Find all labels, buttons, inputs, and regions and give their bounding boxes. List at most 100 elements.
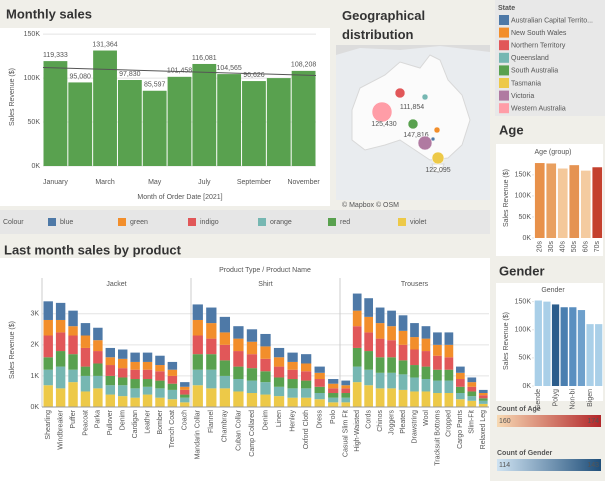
bar-segment [105, 375, 116, 386]
bar-segment [300, 363, 312, 372]
x-tick-label: 50s [571, 241, 578, 253]
bar-segment [93, 351, 103, 364]
bar-segment [287, 397, 298, 407]
value-label: 116,081 [192, 55, 217, 62]
bar-segment [328, 402, 339, 407]
bar-segment [105, 347, 116, 358]
bar-segment [192, 369, 203, 386]
bar-segment [328, 388, 339, 394]
bar-segment [192, 335, 203, 355]
bar-segment [444, 357, 454, 370]
bar-segment [273, 347, 285, 358]
y-tick-label: 50K [519, 355, 532, 362]
x-tick-label: Cords [365, 410, 372, 429]
bar-segment [130, 397, 140, 407]
bar-segment [117, 358, 128, 369]
bar [546, 163, 557, 238]
bar-segment [167, 383, 178, 390]
bar [534, 163, 545, 238]
bar-segment [55, 351, 66, 367]
bar-segment [167, 399, 178, 407]
bar-segment [300, 380, 312, 389]
bar-segment [387, 372, 396, 389]
bar-segment [444, 344, 454, 358]
legend-label: South Australia [511, 68, 558, 75]
bar-segment [467, 386, 477, 392]
legend-max: 143 [587, 462, 599, 469]
bar-segment [206, 338, 217, 355]
bar [592, 167, 603, 238]
bar-segment [433, 393, 442, 407]
bar [580, 170, 591, 238]
legend-swatch [499, 78, 509, 88]
bar-segment [433, 344, 442, 356]
x-tick-label: Leather [144, 409, 151, 433]
legend-title: Count of Age [497, 406, 541, 413]
bar-segment [364, 316, 374, 333]
legend-swatch [499, 27, 509, 38]
bar-segment [467, 377, 477, 383]
legend-max: 174 [587, 418, 599, 425]
bar-segment [455, 379, 465, 387]
bar-segment [410, 391, 419, 407]
x-tick-label: Denim [120, 410, 127, 430]
bar-segment [421, 379, 431, 392]
bar-segment [155, 397, 165, 407]
bar-segment [375, 338, 385, 358]
bar-segment [375, 357, 385, 373]
value-label: 95,080 [70, 73, 92, 80]
x-tick-label: 20s [537, 241, 544, 253]
map-value-label: 122,095 [425, 167, 450, 174]
bar-segment [352, 293, 362, 311]
map-bubble [433, 126, 441, 134]
bar-segment [410, 365, 419, 378]
bar-segment [260, 358, 271, 372]
x-tick-label: Relaxed Leg [480, 410, 487, 449]
bar-segment [455, 366, 465, 373]
bar-segment [233, 338, 244, 352]
bar-segment [410, 337, 419, 350]
bar-segment [433, 332, 442, 345]
bar-segment [155, 380, 165, 389]
y-tick-label: 50K [28, 119, 41, 126]
bar-segment [478, 403, 488, 407]
x-tick-label: High-Waisted [354, 410, 361, 452]
x-tick-label: Peacoat [82, 410, 89, 436]
bar-segment [155, 365, 165, 372]
y-tick-label: 150K [515, 298, 532, 305]
bar-segment [246, 329, 258, 342]
bar-segment [287, 352, 298, 362]
x-tick-label: Flannel [208, 410, 215, 433]
x-tick-label: Camp Collared [249, 410, 256, 457]
bar-segment [117, 368, 128, 378]
bar-segment [273, 386, 285, 397]
bar-segment [444, 393, 454, 407]
chart-subtitle: Gender [541, 287, 565, 294]
legend-swatch [499, 52, 509, 63]
bar [117, 80, 142, 166]
bar-segment [300, 354, 312, 364]
bar-segment [117, 377, 128, 386]
x-tick-label: Windbreaker [57, 409, 64, 449]
x-tick-label: Oxford Cloth [303, 410, 310, 449]
bar-segment [444, 369, 454, 381]
bar-segment [467, 382, 477, 387]
bar-segment [364, 298, 374, 317]
legend-swatch [328, 218, 336, 226]
x-tick-label: Slim-Fit [469, 410, 476, 434]
x-tick-label: Shearling [45, 410, 52, 440]
x-tick-label: Pleated [400, 410, 407, 434]
x-tick-label: Coach [182, 410, 189, 430]
bar-segment [219, 316, 231, 333]
bar-segment [287, 388, 298, 398]
bar-segment [478, 389, 488, 394]
legend-label: Western Australia [511, 106, 566, 113]
bar-segment [68, 354, 78, 370]
bar-segment [387, 310, 396, 327]
bar-segment [398, 330, 408, 345]
bar-segment [364, 332, 374, 352]
x-tick-label: Trench Coat [169, 410, 176, 448]
x-tick-label: Joggers [388, 410, 395, 435]
bar-segment [328, 393, 339, 398]
bar-segment [105, 394, 116, 407]
